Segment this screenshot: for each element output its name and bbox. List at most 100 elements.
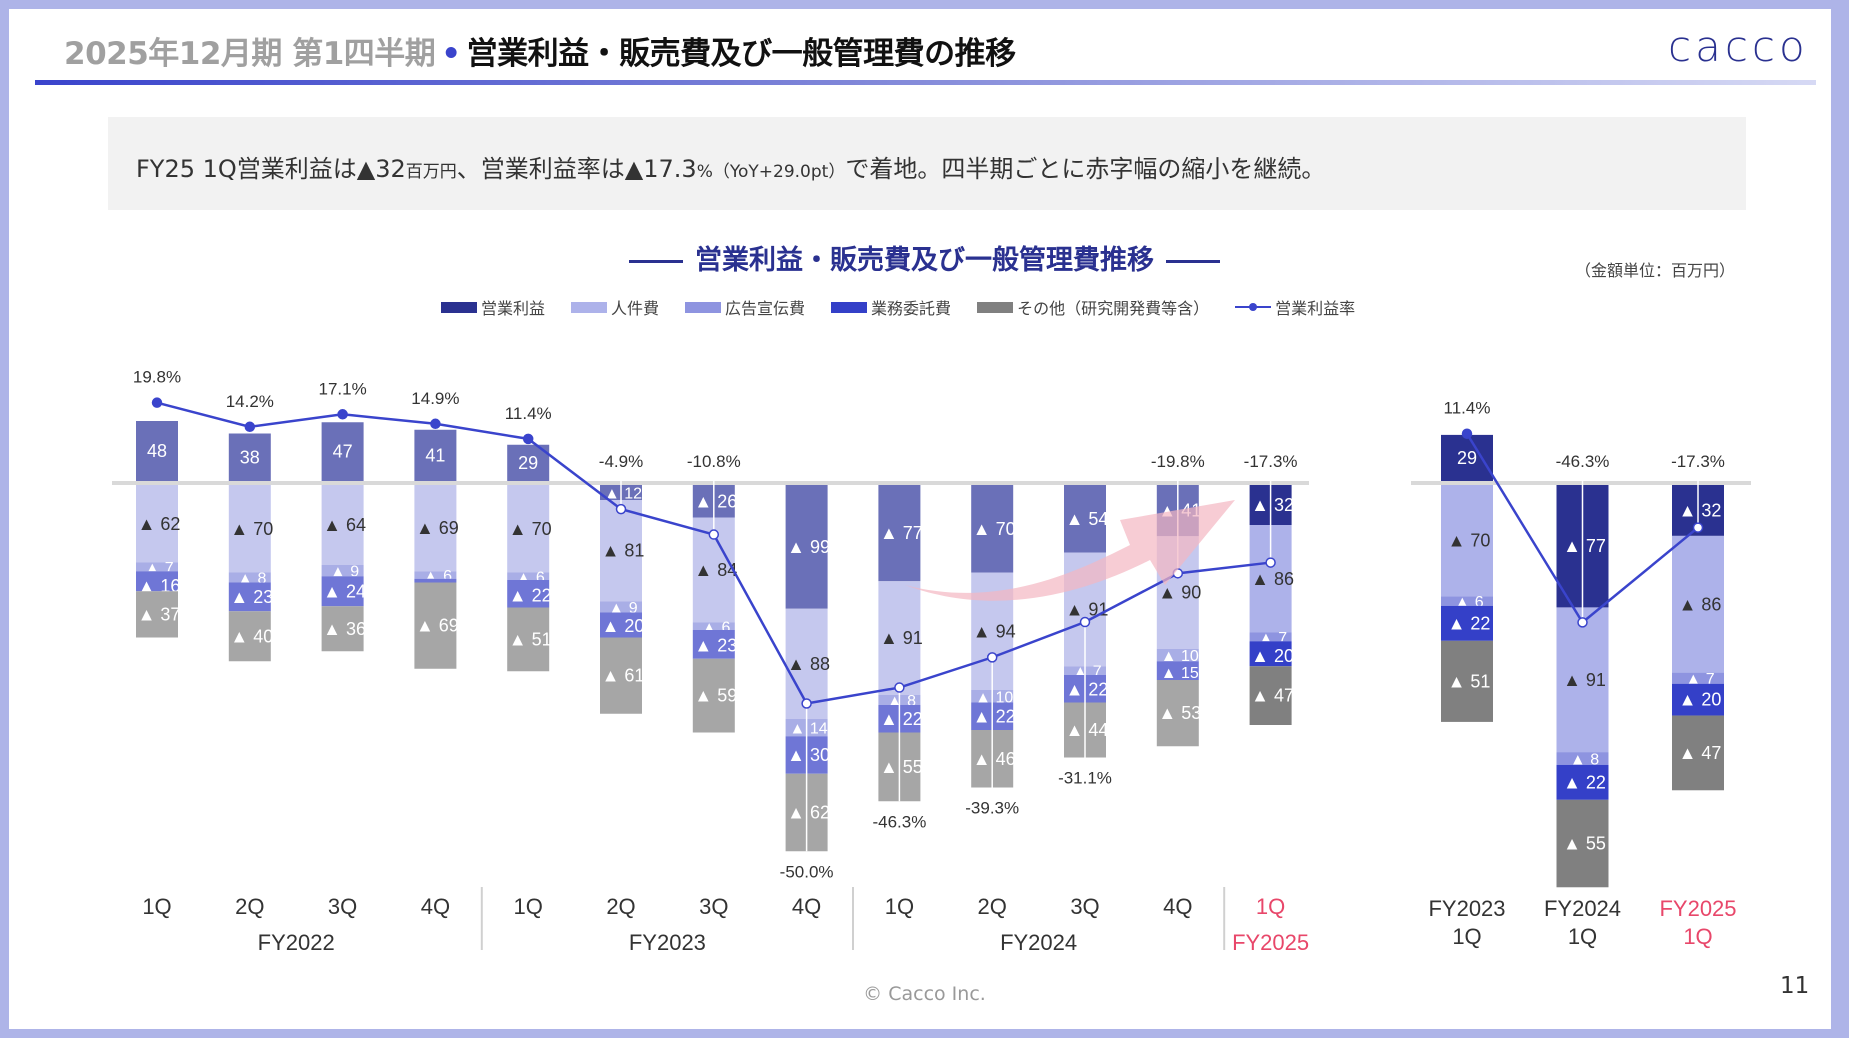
bar-other bbox=[1249, 666, 1292, 725]
data-label-personnel: ▲ 69 bbox=[416, 518, 459, 538]
x-tick-label: 1Q bbox=[885, 894, 914, 919]
data-label-advertising: ▲ 10 bbox=[1161, 648, 1199, 665]
data-label-personnel: ▲ 64 bbox=[323, 515, 366, 535]
data-label-operating-profit: 48 bbox=[147, 441, 167, 461]
data-label-outsourcing: ▲ 30 bbox=[787, 745, 830, 765]
margin-label: -31.1% bbox=[1058, 769, 1112, 788]
data-label-other: ▲ 47 bbox=[1679, 743, 1722, 763]
margin-point bbox=[708, 529, 720, 540]
x-tick-label-year: FY2024 bbox=[1544, 896, 1621, 921]
title-main: 営業利益・販売費及び一般管理費の推移 bbox=[466, 36, 1017, 72]
bar-advertising bbox=[1672, 672, 1724, 684]
trend-arrow bbox=[905, 500, 1235, 601]
data-label-outsourcing: ▲ 20 bbox=[1679, 690, 1722, 710]
data-label-personnel: ▲ 91 bbox=[880, 628, 923, 648]
margin-point bbox=[801, 698, 812, 709]
bar-outsourcing bbox=[692, 630, 735, 659]
legend-item-personnel: 人件費 bbox=[571, 295, 659, 319]
legend-swatch bbox=[441, 301, 477, 313]
data-label-personnel: ▲ 70 bbox=[509, 519, 552, 539]
bar-advertising bbox=[692, 622, 735, 630]
data-label-operating-profit: 38 bbox=[240, 447, 260, 467]
x-tick-label: 3Q bbox=[1070, 894, 1099, 919]
margin-point bbox=[337, 409, 348, 420]
copyright: © Cacco Inc. bbox=[863, 983, 986, 1005]
legend-swatch bbox=[831, 301, 868, 313]
bar-outsourcing bbox=[507, 580, 550, 608]
data-label-other: ▲ 36 bbox=[323, 619, 366, 639]
bar-operating-profit bbox=[321, 422, 364, 481]
data-label-other: ▲ 62 bbox=[787, 803, 830, 823]
data-label-outsourcing: ▲ 22 bbox=[1066, 680, 1109, 700]
legend-swatch bbox=[977, 301, 1014, 313]
bar-other bbox=[1672, 715, 1724, 791]
data-label-other: ▲ 59 bbox=[694, 686, 737, 706]
summary-text: FY25 1Q営業利益は▲32百万円、営業利益率は▲17.3%（YoY+29.0… bbox=[136, 149, 1325, 184]
data-label-other: ▲ 46 bbox=[973, 749, 1016, 769]
chart-title: 営業利益・販売費及び一般管理費推移 bbox=[0, 238, 1849, 277]
margin-point bbox=[1577, 617, 1588, 628]
data-label-personnel: ▲ 91 bbox=[1563, 670, 1606, 690]
margin-label: -19.8% bbox=[1151, 452, 1205, 471]
title-separator: • bbox=[441, 36, 461, 72]
data-label-outsourcing: ▲ 22 bbox=[973, 706, 1016, 726]
margin-label: 17.1% bbox=[318, 379, 366, 398]
bar-operating-profit bbox=[414, 429, 457, 481]
bar-outsourcing bbox=[228, 582, 271, 612]
x-tick-label: 1Q bbox=[514, 894, 543, 919]
margin-label: 14.9% bbox=[411, 389, 459, 408]
legend-label: 人件費 bbox=[611, 299, 660, 318]
bar-other bbox=[228, 611, 271, 662]
x-tick-label-quarter: 1Q bbox=[1568, 924, 1597, 949]
x-tick-label: 3Q bbox=[699, 894, 728, 919]
legend-item-outsourcing: 業務委託費 bbox=[831, 295, 951, 319]
title-rule-left bbox=[629, 260, 683, 263]
bar-other bbox=[507, 607, 550, 672]
slide-title: 2025年12月期 第1四半期 • 営業利益・販売費及び一般管理費の推移 bbox=[64, 28, 1016, 73]
bar-outsourcing bbox=[1249, 641, 1292, 667]
data-label-operating-profit: ▲ 99 bbox=[787, 537, 830, 557]
summary-part3: で着地。四半期ごとに赤字幅の縮小を継続。 bbox=[845, 155, 1326, 183]
data-label-personnel: ▲ 86 bbox=[1251, 569, 1294, 589]
bar-operating-profit bbox=[136, 421, 178, 481]
data-label-personnel: ▲ 88 bbox=[787, 654, 830, 674]
margin-label: -17.3% bbox=[1671, 452, 1725, 471]
data-label-advertising: ▲ 14 bbox=[790, 721, 828, 738]
fiscal-year-label: FY2024 bbox=[1000, 930, 1077, 955]
legend-label: 営業利益 bbox=[481, 299, 546, 318]
margin-label: 11.4% bbox=[1444, 399, 1491, 418]
bar-advertising bbox=[136, 562, 178, 572]
legend-swatch bbox=[571, 301, 608, 313]
legend-line-swatch bbox=[1235, 301, 1272, 313]
legend-label: 広告宣伝費 bbox=[725, 299, 806, 318]
data-label-outsourcing: ▲ 20 bbox=[602, 616, 645, 636]
legend-swatch bbox=[685, 301, 722, 313]
data-label-personnel: ▲ 94 bbox=[973, 621, 1016, 641]
bar-personnel bbox=[878, 581, 921, 695]
data-label-personnel: ▲ 90 bbox=[1158, 583, 1201, 603]
bar-personnel bbox=[600, 500, 642, 602]
bar-personnel bbox=[1441, 485, 1493, 597]
data-label-other: ▲ 44 bbox=[1066, 720, 1109, 740]
bar-other bbox=[136, 591, 178, 638]
margin-label: -39.3% bbox=[965, 799, 1019, 818]
bar-personnel bbox=[414, 485, 457, 572]
bar-outsourcing bbox=[136, 571, 178, 592]
data-label-other: ▲ 61 bbox=[602, 666, 645, 686]
x-tick-label: 1Q bbox=[1256, 894, 1285, 919]
margin-point bbox=[986, 652, 998, 663]
title-underline bbox=[35, 80, 1816, 85]
data-label-operating-profit: ▲ 12 bbox=[604, 486, 642, 503]
bar-operating-profit bbox=[971, 485, 1014, 573]
margin-point bbox=[615, 503, 627, 515]
legend-item-other: その他（研究開発費等含） bbox=[977, 295, 1209, 319]
data-label-personnel: ▲ 70 bbox=[230, 519, 273, 539]
data-label-operating-profit: ▲ 70 bbox=[973, 519, 1016, 539]
summary-unit2: %（YoY+29.0pt） bbox=[696, 162, 846, 182]
margin-label: -17.3% bbox=[1244, 452, 1298, 471]
bar-outsourcing bbox=[600, 612, 642, 638]
x-tick-label: 4Q bbox=[792, 894, 821, 919]
bar-other bbox=[1441, 640, 1493, 722]
data-label-operating-profit: 29 bbox=[518, 453, 538, 473]
